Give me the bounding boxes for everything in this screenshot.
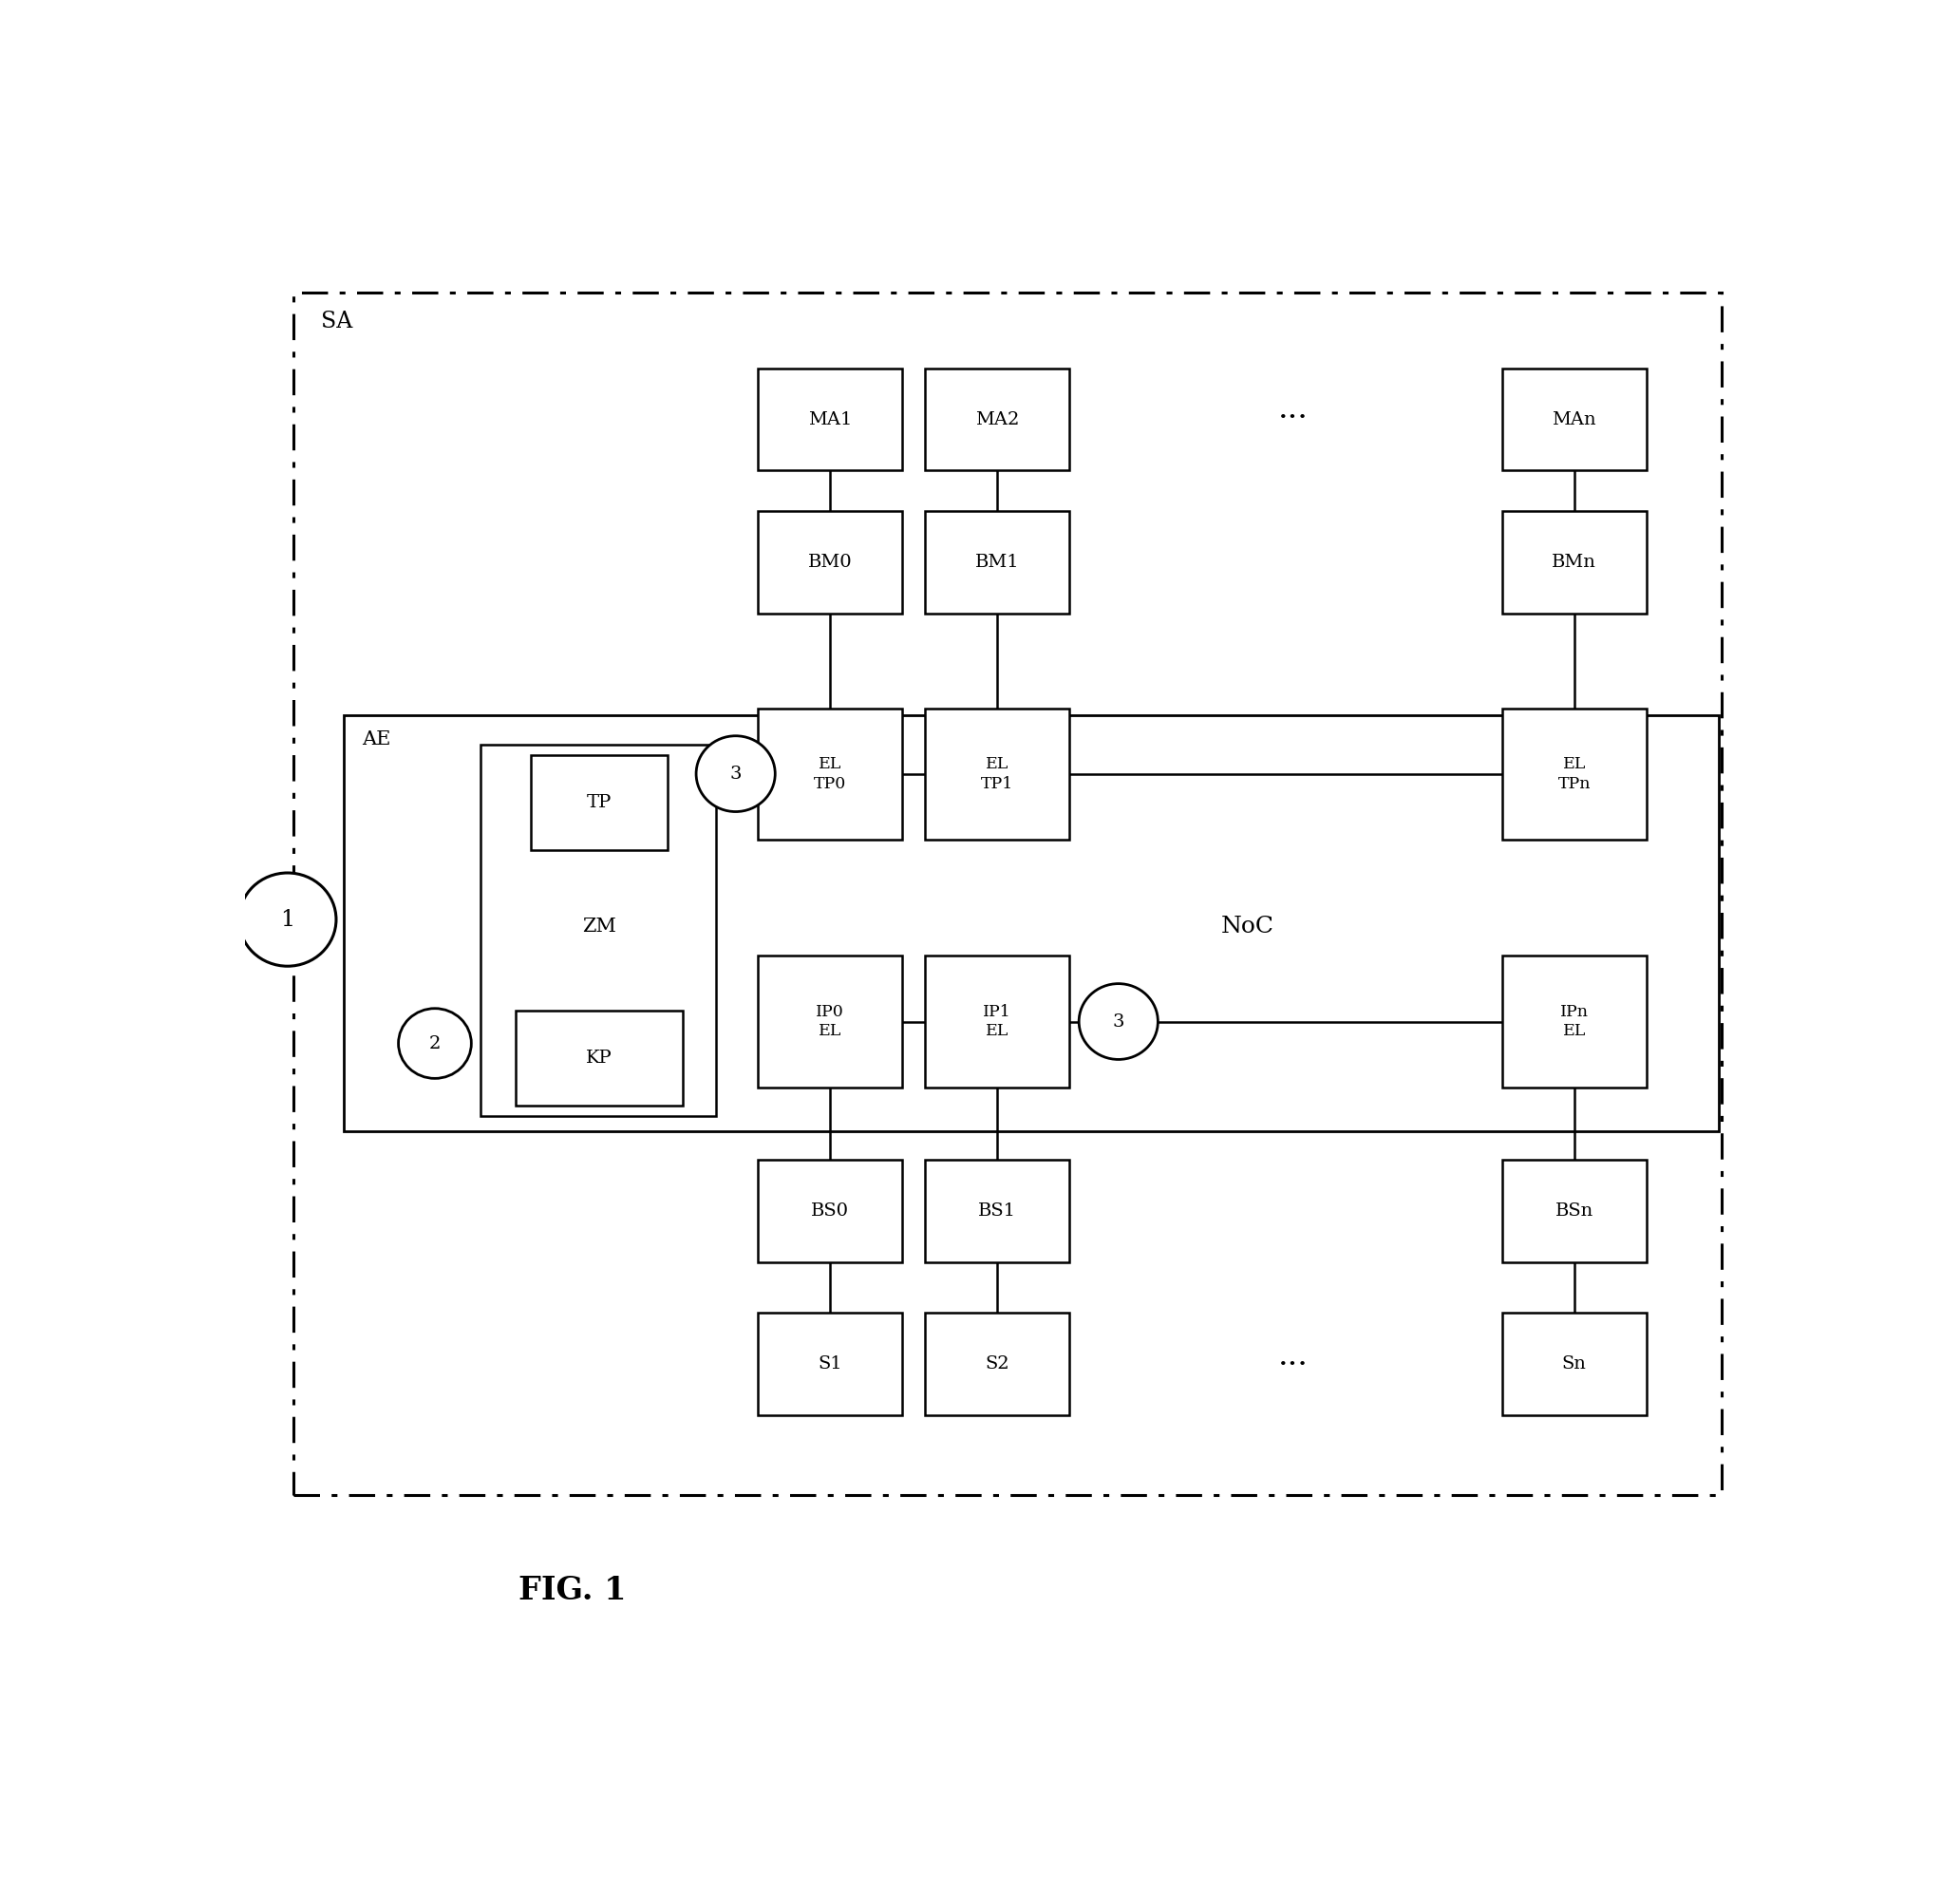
Bar — [531, 755, 666, 850]
Text: S2: S2 — [984, 1355, 1009, 1372]
Bar — [343, 716, 1719, 1130]
Text: MA1: MA1 — [808, 411, 853, 428]
Text: 3: 3 — [729, 765, 741, 782]
Circle shape — [696, 736, 774, 812]
Text: ...: ... — [1278, 1342, 1307, 1372]
Text: MAn: MAn — [1552, 411, 1595, 428]
Bar — [925, 1314, 1068, 1416]
Text: Sn: Sn — [1562, 1355, 1586, 1372]
Bar — [925, 1160, 1068, 1263]
Bar — [1501, 956, 1646, 1087]
Bar — [759, 956, 902, 1087]
Text: BM0: BM0 — [808, 555, 853, 572]
Bar — [759, 369, 902, 471]
Text: MA2: MA2 — [974, 411, 1019, 428]
Text: 2: 2 — [429, 1035, 441, 1053]
Bar — [1501, 369, 1646, 471]
Text: IP1
EL: IP1 EL — [982, 1003, 1011, 1039]
Text: SA: SA — [321, 310, 353, 331]
Bar — [480, 744, 715, 1117]
Bar — [1501, 511, 1646, 613]
Text: TP: TP — [586, 795, 612, 812]
Text: IP0
EL: IP0 EL — [815, 1003, 845, 1039]
Bar — [515, 1011, 682, 1106]
Text: S1: S1 — [817, 1355, 843, 1372]
Text: BM1: BM1 — [974, 555, 1019, 572]
Text: KP: KP — [586, 1049, 612, 1066]
Text: EL
TPn: EL TPn — [1558, 755, 1590, 791]
Bar — [925, 511, 1068, 613]
Circle shape — [398, 1009, 470, 1079]
Bar — [1501, 1160, 1646, 1263]
Text: FIG. 1: FIG. 1 — [517, 1575, 625, 1605]
Text: EL
TP0: EL TP0 — [813, 755, 847, 791]
Text: ZM: ZM — [582, 918, 615, 935]
Text: NoC: NoC — [1221, 916, 1274, 937]
Text: 3: 3 — [1113, 1013, 1125, 1030]
Bar — [925, 369, 1068, 471]
Bar — [1501, 1314, 1646, 1416]
Text: EL
TP1: EL TP1 — [980, 755, 1013, 791]
Text: BS0: BS0 — [811, 1202, 849, 1219]
Text: BSn: BSn — [1554, 1202, 1593, 1219]
Bar — [759, 1314, 902, 1416]
Circle shape — [1078, 984, 1158, 1060]
Bar — [1501, 708, 1646, 839]
Bar — [759, 511, 902, 613]
Text: 1: 1 — [280, 909, 294, 931]
Text: IPn
EL: IPn EL — [1560, 1003, 1588, 1039]
Bar — [925, 708, 1068, 839]
Circle shape — [239, 873, 337, 965]
Text: BMn: BMn — [1552, 555, 1595, 572]
Bar — [759, 1160, 902, 1263]
Text: BS1: BS1 — [978, 1202, 1015, 1219]
Text: AE: AE — [363, 731, 390, 748]
Bar — [759, 708, 902, 839]
Text: ...: ... — [1278, 394, 1307, 424]
Bar — [294, 293, 1721, 1495]
Bar — [925, 956, 1068, 1087]
